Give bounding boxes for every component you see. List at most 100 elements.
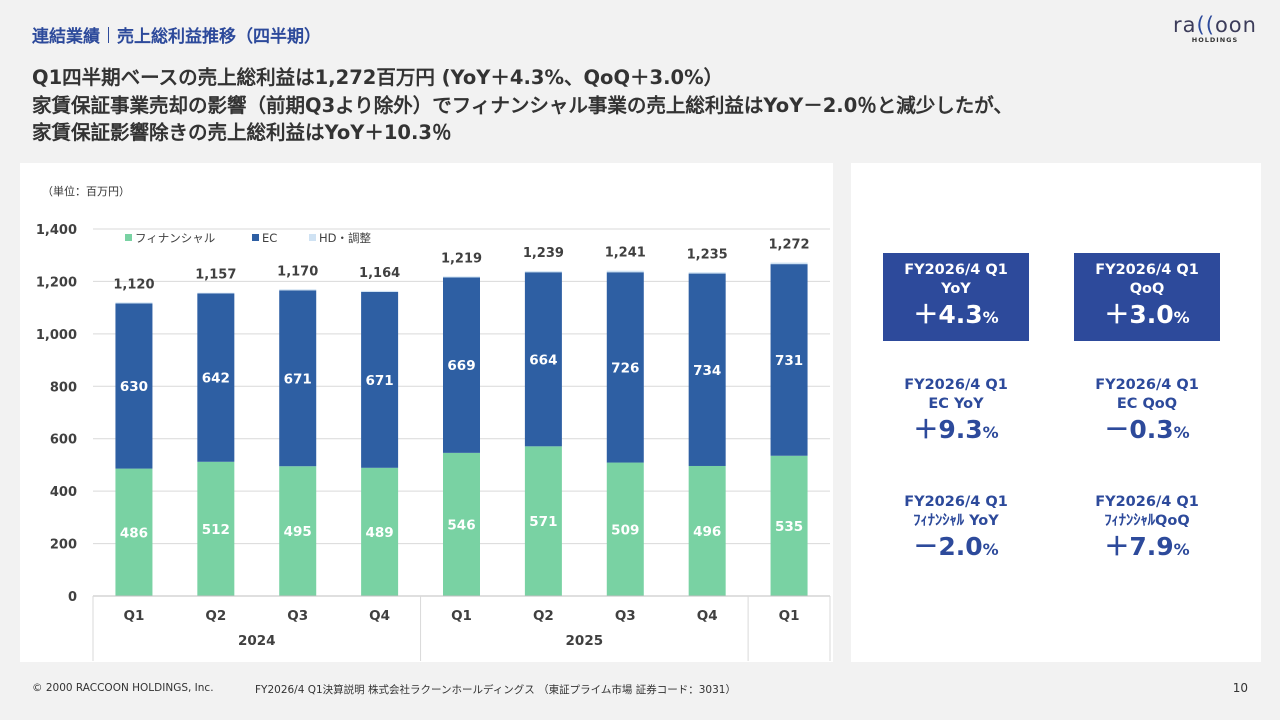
bar-segment <box>688 272 726 274</box>
kpi-period: FY2026/4 Q1 <box>904 262 1008 278</box>
total-label: 1,239 <box>523 246 564 261</box>
total-label: 1,235 <box>687 247 728 262</box>
bar-segment <box>115 302 153 304</box>
total-label: 1,164 <box>359 266 400 281</box>
bar-segment <box>197 293 235 462</box>
raccoon-logo: ra((oon HOLDINGS <box>1170 14 1260 44</box>
kpi-metric: QoQ <box>1129 281 1165 297</box>
x-tick-label: Q1 <box>124 608 145 624</box>
bar-segment <box>197 461 235 596</box>
bar-segment <box>688 273 726 466</box>
bar-segment <box>524 446 562 596</box>
kpi-value: ＋4.3% <box>913 300 999 329</box>
bar-segment <box>524 272 562 447</box>
data-label: 535 <box>775 519 803 535</box>
x-tick-label: Q3 <box>615 608 636 624</box>
headline-line-1: Q1四半期ベースの売上総利益は1,272百万円 (YoY＋4.3%、QoQ＋3.… <box>32 66 724 89</box>
kpi-period: FY2026/4 Q1 <box>1095 494 1199 510</box>
total-label: 1,170 <box>277 264 318 279</box>
bar-segment <box>443 277 480 453</box>
bar-segment <box>361 467 399 596</box>
kpi-metric: EC QoQ <box>1116 396 1178 412</box>
data-label: 486 <box>120 525 148 541</box>
data-label: 734 <box>693 363 721 379</box>
bar-segment <box>361 291 399 468</box>
gross-profit-stacked-bar-chart: 0 200 400 600 800 1,000 1,200 1,400 486 630 1,120 Q… <box>36 223 831 661</box>
x-tick-label: Q4 <box>369 608 390 624</box>
kpi-metric: ﾌｨﾅﾝｼｬﾙ YoY <box>913 513 999 529</box>
page-number: 10 <box>1232 681 1248 695</box>
headline-line-3: 家賃保証影響除きの売上総利益はYoY＋10.3％ <box>32 121 452 144</box>
total-label: 1,120 <box>113 277 154 292</box>
kpi-financial-qoq-card: FY2026/4 Q1 ﾌｨﾅﾝｼｬﾙQoQ ＋7.9% <box>1074 493 1220 566</box>
kpi-metric: EC YoY <box>928 396 984 412</box>
x-tick-label: Q2 <box>205 608 226 624</box>
kpi-metric: ﾌｨﾅﾝｼｬﾙQoQ <box>1104 513 1190 529</box>
data-label: 495 <box>284 524 312 540</box>
x-group-label: 2025 <box>566 633 604 649</box>
data-label: 489 <box>366 525 394 541</box>
copyright: © 2000 RACCOON HOLDINGS, Inc. <box>32 682 214 694</box>
y-tick-label: 1,400 <box>36 223 77 238</box>
bar-segment <box>606 272 644 463</box>
slide-header: 連結業績 売上総利益推移（四半期） <box>32 22 321 47</box>
kpi-financial-yoy-card: FY2026/4 Q1 ﾌｨﾅﾝｼｬﾙ YoY －2.0% <box>883 493 1029 566</box>
kpi-ec-qoq-card: FY2026/4 Q1 EC QoQ －0.3% <box>1074 376 1220 449</box>
bar-segment <box>606 462 644 596</box>
data-label: 546 <box>447 517 475 533</box>
kpi-value: －2.0% <box>913 532 999 561</box>
bar-segment <box>279 289 317 291</box>
data-label: 571 <box>529 514 557 530</box>
logo-mark: ra((oon <box>1173 13 1257 37</box>
y-tick-label: 1,000 <box>36 328 77 343</box>
kpi-value: ＋7.9% <box>1104 532 1190 561</box>
y-tick-label: 400 <box>50 485 77 500</box>
kpi-value: －0.3% <box>1104 415 1190 444</box>
x-tick-label: Q1 <box>451 608 472 624</box>
data-label: 664 <box>529 352 557 368</box>
total-label: 1,157 <box>195 268 236 283</box>
kpi-metric: YoY <box>941 281 971 297</box>
bar-segment <box>443 452 480 596</box>
bar-segment <box>115 468 153 596</box>
legend-swatch <box>125 234 132 241</box>
bar-segment <box>115 303 153 469</box>
legend-swatch <box>309 234 316 241</box>
bar-segment <box>443 276 480 278</box>
headline-line-2: 家賃保証事業売却の影響（前期Q3より除外）でフィナンシャル事業の売上総利益はYo… <box>32 93 1013 117</box>
y-tick-label: 1,200 <box>36 275 77 290</box>
bar-segment <box>770 264 808 456</box>
bar-segment <box>197 292 235 294</box>
data-label: 671 <box>284 371 312 387</box>
total-label: 1,241 <box>605 246 646 261</box>
y-tick-label: 200 <box>50 538 77 553</box>
data-label: 630 <box>120 379 148 395</box>
x-tick-label: Q2 <box>533 608 554 624</box>
data-label: 642 <box>202 371 230 387</box>
unit-label: （単位：百万円） <box>42 185 130 198</box>
kpi-value: ＋3.0% <box>1104 300 1190 329</box>
kpi-period: FY2026/4 Q1 <box>1095 262 1199 278</box>
kpi-period: FY2026/4 Q1 <box>904 494 1008 510</box>
logo-parens-icon: (( <box>1196 13 1215 37</box>
logo-subtitle: HOLDINGS <box>1191 36 1239 44</box>
data-label: 731 <box>775 353 803 369</box>
data-label: 496 <box>693 524 721 540</box>
kpi-ec-yoy-card: FY2026/4 Q1 EC YoY ＋9.3% <box>883 376 1029 449</box>
document-info: FY2026/4 Q1決算説明 株式会社ラクーンホールディングス （東証プライム… <box>255 684 736 696</box>
x-tick-label: Q4 <box>697 608 718 624</box>
data-label: 726 <box>611 360 639 376</box>
bar-segment <box>606 270 644 273</box>
section-label: 連結業績 <box>32 27 100 47</box>
legend-label: フィナンシャル <box>135 231 215 245</box>
total-label: 1,219 <box>441 251 482 266</box>
data-label: 671 <box>366 373 394 389</box>
slide-title: 売上総利益推移（四半期） <box>117 27 321 47</box>
kpi-period: FY2026/4 Q1 <box>1095 377 1199 393</box>
kpi-qoq-card: FY2026/4 Q1 QoQ ＋3.0% <box>1074 253 1220 341</box>
kpi-period: FY2026/4 Q1 <box>904 377 1008 393</box>
data-label: 512 <box>202 522 230 538</box>
x-tick-label: Q1 <box>779 608 800 624</box>
bar-segment <box>279 466 317 596</box>
data-label: 509 <box>611 522 639 538</box>
